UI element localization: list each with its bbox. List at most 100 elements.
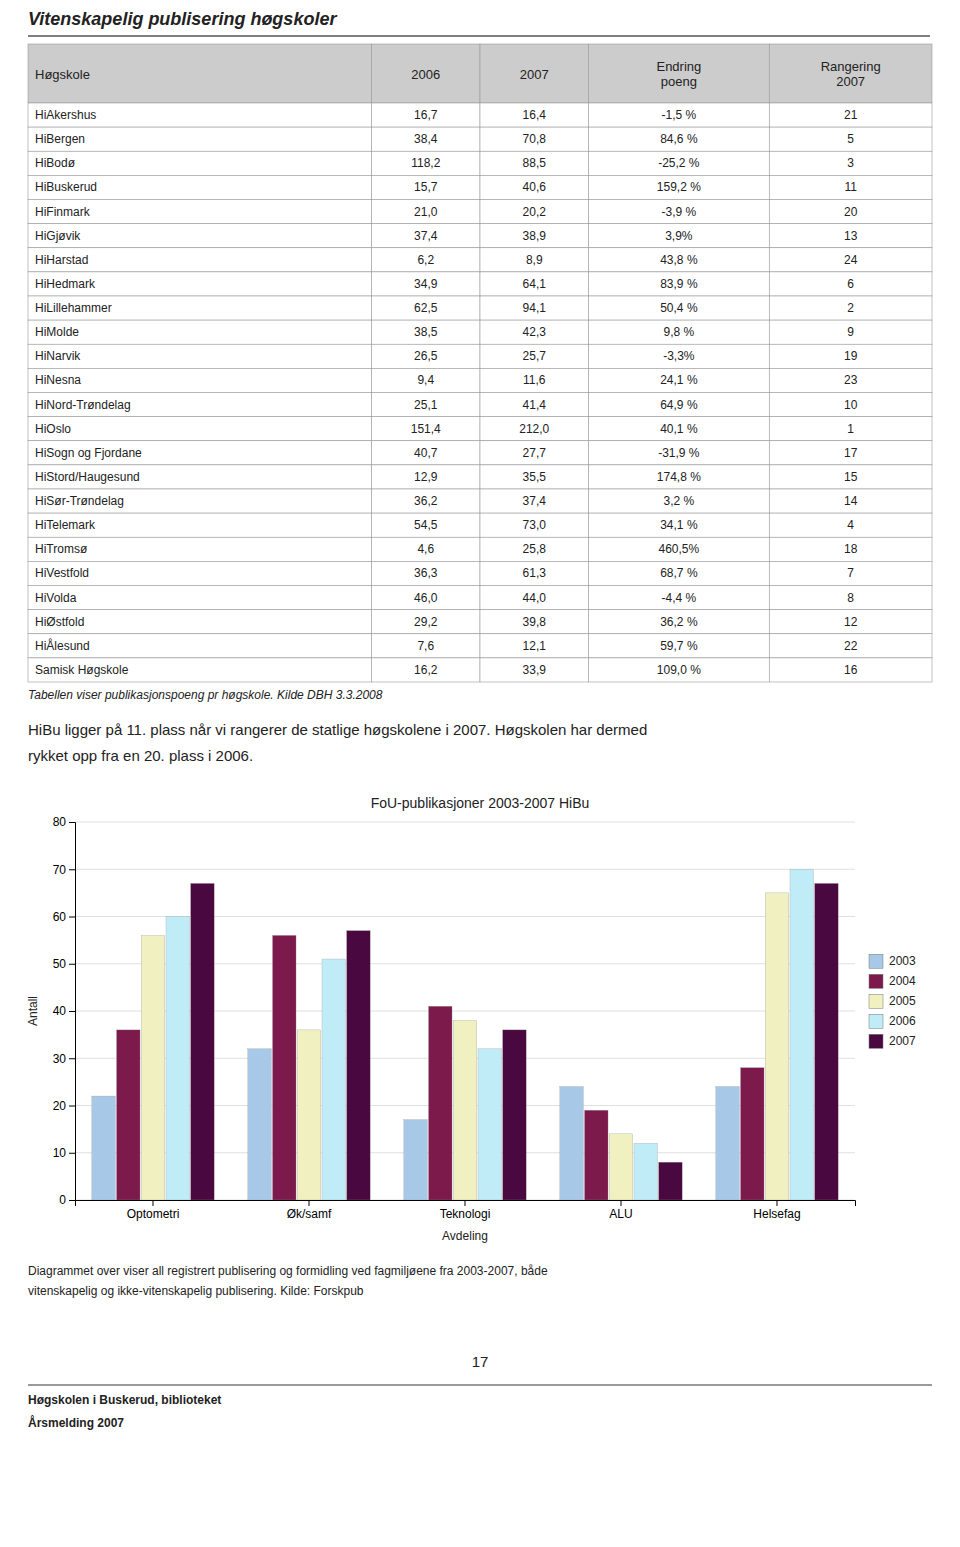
table-cell (588, 561, 769, 585)
table-cell-text: HiVestfold (35, 566, 89, 580)
text-line: 64,9 % (660, 398, 698, 412)
footer-text: vitenskapelig og ikke-vitenskapelig publ… (28, 1284, 364, 1298)
legend-label: 2007 (889, 1034, 916, 1048)
table-cell-text: 16,4 (523, 108, 547, 122)
x-axis: OptometriØk/samfTeknologiALUHelsefag (76, 1200, 856, 1221)
table-cell (480, 634, 588, 658)
table-cell-text: 22 (844, 639, 858, 653)
table-cell-text: HiSogn og Fjordane (35, 446, 142, 460)
text-line: -25,2 % (658, 156, 700, 170)
text-line: 2 (847, 301, 854, 315)
table-cell (769, 586, 932, 610)
table-cell (28, 561, 372, 585)
bar-series (166, 869, 813, 1200)
table-cell-text: 5 (847, 132, 854, 146)
table-cell (372, 224, 480, 248)
table-header-cell (372, 44, 480, 103)
text-line: 19 (844, 349, 858, 363)
legend-label: 2004 (889, 974, 916, 988)
table-cell (769, 344, 932, 368)
table-cell-text: 34,9 (414, 277, 438, 291)
table-cell-text: HiAkershus (35, 108, 96, 122)
y-tick-label: 50 (53, 957, 67, 971)
table-cell (480, 272, 588, 296)
table-cell (480, 513, 588, 537)
table-cell-text: 16 (844, 663, 858, 677)
table-cell-text: 37,4 (414, 229, 438, 243)
text-line: 68,7 % (660, 566, 698, 580)
text-line: 4,6 (417, 542, 434, 556)
table-cell (588, 103, 769, 127)
table-cell (588, 658, 769, 682)
table-cell (28, 393, 372, 417)
table-cell-text: HiÅlesund (35, 638, 90, 653)
table-cell-text: 38,5 (414, 325, 438, 339)
page-title: Vitenskapelig publisering høgskoler (28, 9, 337, 29)
bar (716, 1087, 739, 1200)
table-cell-text: 36,2 % (660, 615, 698, 629)
text-line: 12,9 (414, 470, 438, 484)
table-cell (588, 151, 769, 175)
table-cell (588, 489, 769, 513)
table-cell-text: 2 (847, 301, 854, 315)
table-cell-text: HiNord-Trøndelag (35, 398, 131, 412)
text-line: 9 (847, 325, 854, 339)
table-cell-text: 10 (844, 398, 858, 412)
table: Høgskole20062007EndringpoengRangering200… (28, 44, 932, 682)
y-tick: 80 (53, 815, 75, 829)
table-cell (588, 537, 769, 561)
table-cell (769, 224, 932, 248)
table-cell-text: 64,9 % (660, 398, 698, 412)
table-cell (372, 561, 480, 585)
axis-line (76, 1201, 856, 1207)
table-cell (28, 658, 372, 682)
text-line: 70,8 (523, 132, 547, 146)
table-cell (769, 368, 932, 392)
text-line: 33,9 (523, 663, 547, 677)
legend-label: 2006 (889, 1014, 916, 1028)
y-tick-label: 10 (53, 1146, 67, 1160)
text-line: 54,5 (414, 518, 438, 532)
text-line: HiLillehammer (35, 301, 112, 315)
text-line: Rangering (821, 59, 881, 74)
text-line: 40,6 (523, 180, 547, 194)
text-line: 36,2 % (660, 615, 698, 629)
table-cell (769, 248, 932, 272)
x-tick: Teknologi (440, 1200, 491, 1221)
table-cell (372, 368, 480, 392)
table-cell-text: 13 (844, 229, 858, 243)
tick-mark (69, 869, 75, 870)
table-header-cell (480, 44, 588, 103)
text-line: 1 (847, 422, 854, 436)
table-cell (588, 272, 769, 296)
text-line: -3,3% (663, 349, 695, 363)
table-cell (769, 175, 932, 199)
table-cell-text: -4,4 % (662, 591, 697, 605)
text-line: 6 (847, 277, 854, 291)
table-cell (480, 610, 588, 634)
text-line: 38,9 (523, 229, 547, 243)
legend-swatch (869, 1034, 883, 1048)
table-cell (588, 393, 769, 417)
table-cell (480, 561, 588, 585)
table-cell (28, 320, 372, 344)
bar (815, 883, 838, 1200)
tick-mark (69, 1153, 75, 1154)
text-line: HiFinmark (35, 205, 91, 219)
text-line: HiØstfold (35, 615, 84, 629)
legend: 20032004200520062007 (869, 954, 916, 1048)
tick-mark (69, 964, 75, 965)
text-line: 37,4 (523, 494, 547, 508)
legend-item: 2005 (869, 994, 916, 1008)
table-cell (28, 175, 372, 199)
tick-mark (153, 1200, 154, 1206)
text-line: HiSogn og Fjordane (35, 446, 142, 460)
table-cell (769, 513, 932, 537)
table-cell-text: 3,2 % (664, 494, 695, 508)
table-cell (588, 248, 769, 272)
text-line: 9,8 % (664, 325, 695, 339)
table-cell-text: 27,7 (523, 446, 547, 460)
table-cell (480, 151, 588, 175)
text-line: 83,9 % (660, 277, 698, 291)
table-cell-text: HiØstfold (35, 615, 84, 629)
